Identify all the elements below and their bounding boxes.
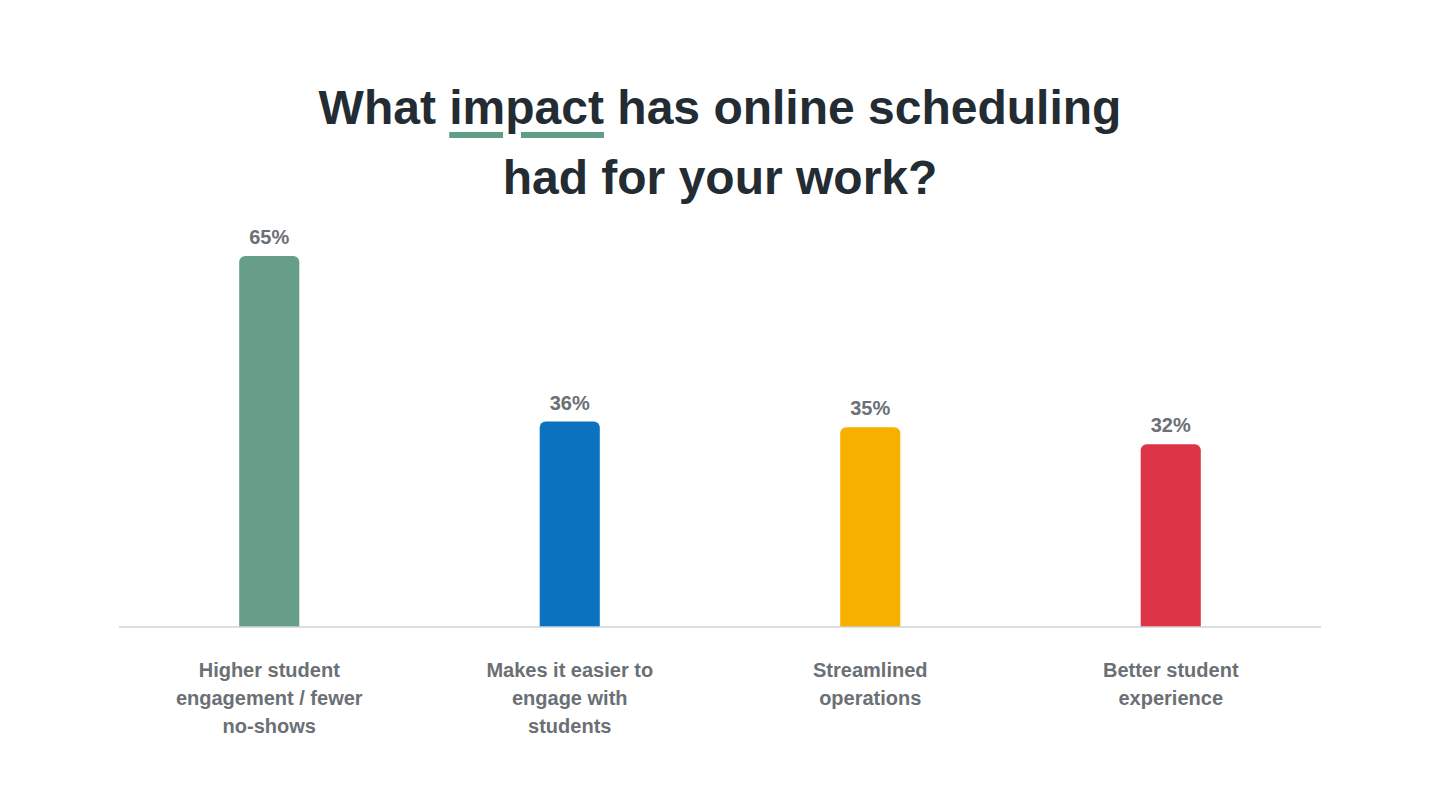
svg-text:35%: 35% (850, 397, 890, 419)
svg-text:Higher studentengagement / few: Higher studentengagement / fewerno-shows (176, 659, 363, 737)
svg-text:65%: 65% (249, 226, 289, 248)
svg-text:36%: 36% (550, 392, 590, 414)
html-text:What impact has online schedul: What impact has online scheduling (318, 81, 1122, 134)
svg-text:32%: 32% (1151, 414, 1191, 436)
html-text:had for your work?: had for your work? (502, 151, 938, 204)
svg-text:Streamlinedoperations: Streamlinedoperations (813, 659, 927, 709)
svg-text:Better studentexperience: Better studentexperience (1103, 659, 1239, 709)
svg-text:Makes it easier toengage withs: Makes it easier toengage withstudents (486, 659, 653, 737)
